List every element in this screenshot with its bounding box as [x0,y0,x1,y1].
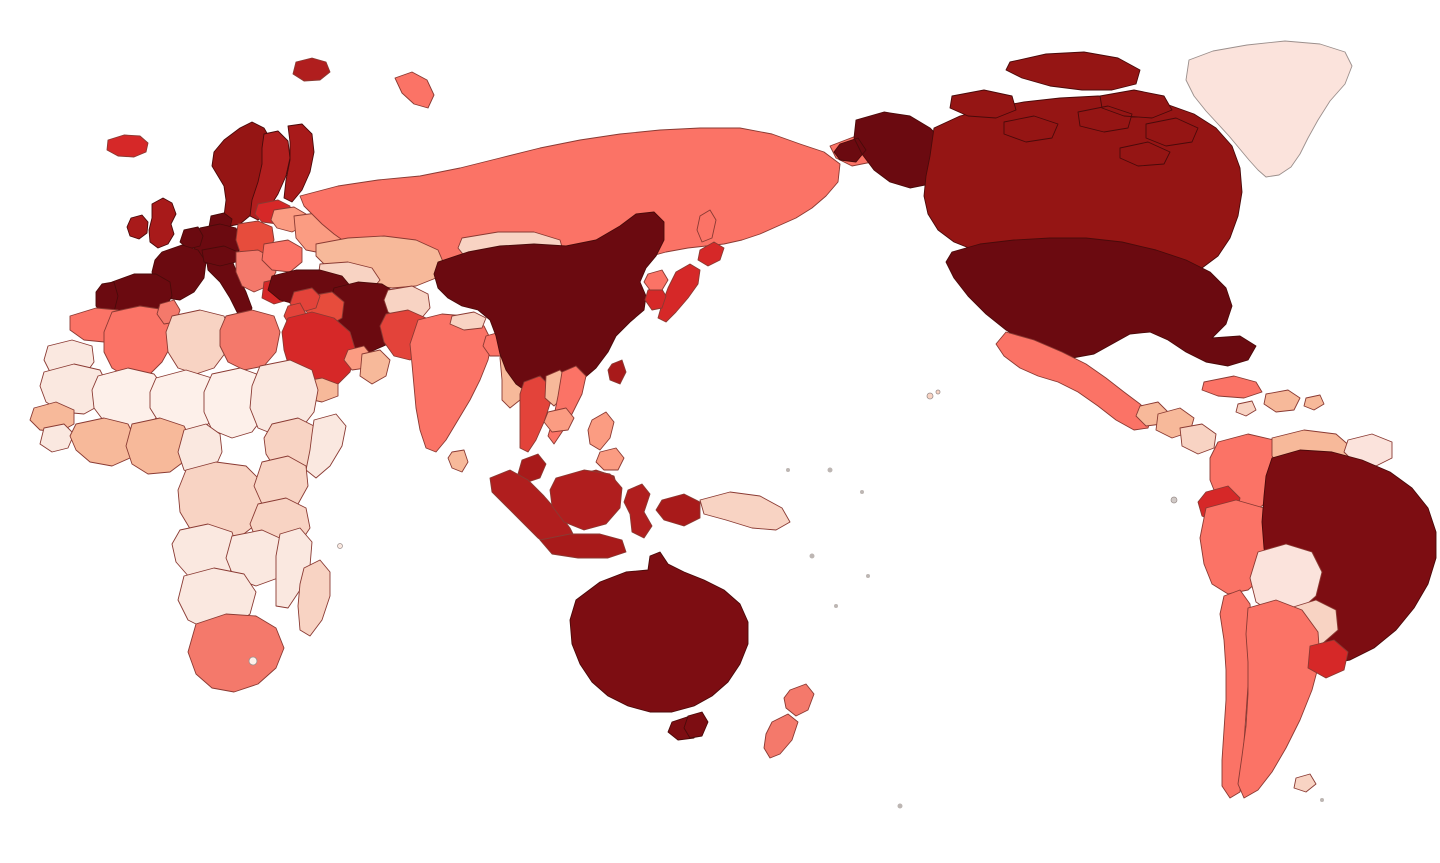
country-nepal[interactable] [450,312,486,330]
country-oman[interactable] [360,350,390,384]
country-argentina[interactable] [1238,600,1320,798]
region-north-america [834,52,1324,454]
country-mauritania[interactable] [40,364,108,414]
country-tasmania[interactable] [684,712,708,738]
country-ivory-coast-ghana[interactable] [70,418,136,466]
region-north-atlantic [107,41,1352,177]
country-taiwan[interactable] [608,360,626,384]
island-dot-atlantic [337,543,343,549]
country-nigeria[interactable] [126,418,192,474]
country-falkland-islands[interactable] [1294,774,1316,792]
country-philippines[interactable] [588,412,624,470]
country-greenland[interactable] [1186,41,1352,177]
country-mozambique[interactable] [276,528,312,608]
country-maluku-indonesia[interactable] [656,494,700,526]
island-dot-pacific-2 [935,389,941,395]
country-java-indonesia[interactable] [540,534,626,558]
country-sri-lanka[interactable] [448,450,468,472]
country-sulawesi-indonesia[interactable] [624,484,652,538]
island-dot-oceania-3 [809,553,815,559]
country-mexico[interactable] [996,332,1152,430]
minor-islands [248,389,1324,809]
country-puerto-rico[interactable] [1304,395,1324,410]
island-dot-lesotho [248,656,258,666]
country-ireland[interactable] [127,215,148,239]
island-dot-oceania-5 [834,604,838,608]
island-dot-galapagos [1170,496,1178,504]
country-svalbard[interactable] [293,58,330,81]
country-romania-bulgaria[interactable] [262,240,302,272]
region-africa [30,300,346,692]
island-dot-south-atlantic [1320,798,1324,802]
region-oceania [570,552,814,758]
island-dot-oceania-2 [860,490,864,494]
island-dot-oceania-1 [827,467,833,473]
country-cambodia[interactable] [544,408,574,432]
island-dot-pacific-1 [926,392,934,400]
country-netherlands-belgium[interactable] [180,227,203,249]
country-north-korea[interactable] [644,270,668,290]
country-iceland[interactable] [107,135,148,157]
region-south-america [1198,430,1436,798]
island-dot-pacific-4 [897,803,903,809]
country-libya[interactable] [166,310,230,374]
island-dot-oceania-4 [866,574,870,578]
country-madagascar[interactable] [298,560,330,636]
country-finland[interactable] [284,124,314,202]
country-australia[interactable] [570,552,748,740]
country-costa-rica-panama[interactable] [1180,424,1216,454]
island-dot-pacific-3 [786,468,790,472]
region-southeast-asia [490,366,790,558]
country-sierra-liberia[interactable] [40,424,74,452]
country-novaya-zemlya[interactable] [395,72,434,108]
country-united-kingdom[interactable] [149,198,176,248]
country-sakhalin[interactable] [697,210,716,242]
country-canada-arctic-islands[interactable] [950,52,1198,166]
country-borneo-indonesia[interactable] [550,470,622,530]
country-papua-new-guinea[interactable] [700,492,790,530]
country-south-africa[interactable] [188,614,284,692]
region-east-asia [434,210,724,396]
country-hispaniola[interactable] [1264,390,1300,412]
country-china[interactable] [434,212,664,396]
country-new-zealand[interactable] [764,684,814,758]
country-cuba[interactable] [1202,376,1262,398]
country-uruguay[interactable] [1308,640,1348,678]
region-europe [96,122,354,318]
country-jamaica[interactable] [1236,401,1256,416]
country-somalia[interactable] [306,414,346,478]
